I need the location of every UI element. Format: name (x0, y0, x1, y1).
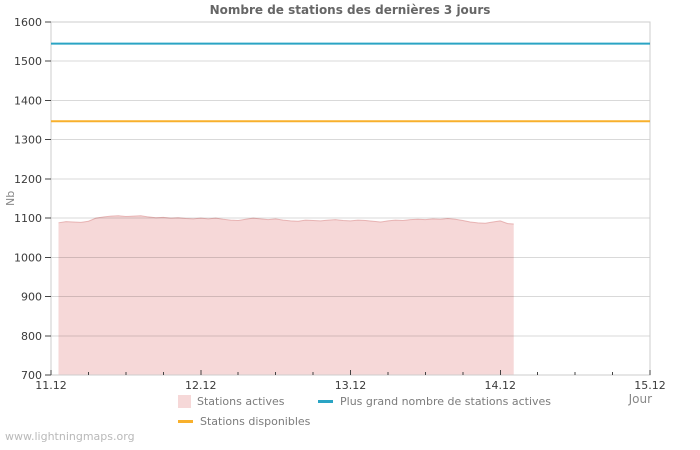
legend-label-stations-actives: Stations actives (197, 394, 285, 408)
stations-disponibles-swatch (178, 419, 193, 423)
y-tick-labels: 700 800 900 1000 1100 1200 1300 1400 1500 1600 (14, 16, 42, 382)
y-tick-label: 800 (21, 330, 42, 343)
plus-grand-nombre-swatch (318, 399, 333, 403)
x-tick-label: 13.12 (335, 379, 367, 392)
legend-item-plus-grand-nombre: Plus grand nombre de stations actives (318, 394, 551, 408)
legend-item-stations-actives: Stations actives (178, 394, 285, 408)
x-tick-label: 12.12 (185, 379, 217, 392)
y-tick-label: 1400 (14, 94, 42, 107)
legend-label-stations-disponibles: Stations disponibles (200, 414, 311, 428)
y-tick-label: 900 (21, 291, 42, 304)
y-axis-label: Nb (4, 190, 17, 206)
x-tick-label: 11.12 (35, 379, 67, 392)
watermark: www.lightningmaps.org (5, 430, 135, 443)
x-tick-label: 15.12 (634, 379, 666, 392)
y-tick-label: 1300 (14, 134, 42, 147)
x-axis-label: Jour (628, 392, 652, 406)
gridlines (51, 60, 650, 337)
series-stations-actives (58, 215, 514, 375)
legend-item-stations-disponibles: Stations disponibles (178, 414, 310, 428)
y-tick-label: 1100 (14, 212, 42, 225)
legend-label-plus-grand-nombre: Plus grand nombre de stations actives (340, 394, 552, 408)
stations-actives-swatch (178, 394, 191, 408)
y-tick-label: 1000 (14, 251, 42, 264)
axis-ticks (45, 21, 651, 376)
y-tick-label: 1500 (14, 55, 42, 68)
y-tick-label: 1600 (14, 16, 42, 29)
x-tick-labels: 11.12 12.12 13.12 14.12 15.12 (35, 379, 666, 392)
chart-title: Nombre de stations des dernières 3 jours (209, 3, 491, 17)
x-tick-label: 14.12 (485, 379, 517, 392)
y-tick-label: 1200 (14, 173, 42, 186)
y-tick-label: 700 (21, 369, 42, 382)
